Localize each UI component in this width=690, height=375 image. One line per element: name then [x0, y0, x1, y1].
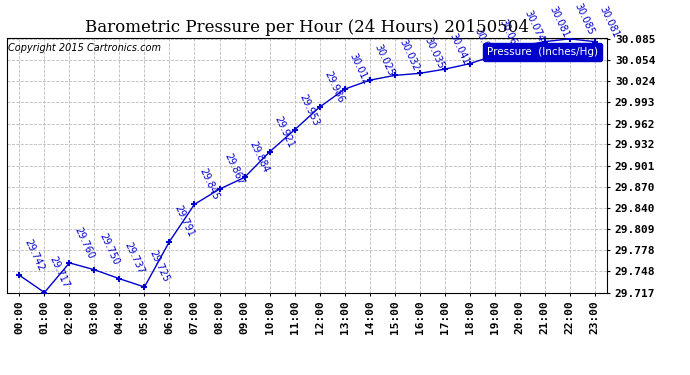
Text: 29.717: 29.717	[47, 255, 70, 290]
Pressure  (Inches/Hg)	[240, 175, 248, 180]
Text: 29.845: 29.845	[197, 166, 221, 201]
Pressure  (Inches/Hg)	[40, 290, 48, 295]
Pressure  (Inches/Hg)	[15, 273, 23, 278]
Text: 30.081: 30.081	[598, 4, 621, 39]
Pressure  (Inches/Hg)	[66, 261, 74, 265]
Pressure  (Inches/Hg)	[115, 276, 124, 281]
Text: 29.884: 29.884	[247, 140, 270, 175]
Pressure  (Inches/Hg)	[215, 187, 224, 191]
Text: 30.074: 30.074	[522, 9, 546, 44]
Text: 29.760: 29.760	[72, 225, 96, 260]
Pressure  (Inches/Hg)	[515, 44, 524, 49]
Text: 30.041: 30.041	[447, 32, 471, 66]
Pressure  (Inches/Hg)	[266, 150, 274, 154]
Pressure  (Inches/Hg)	[540, 39, 549, 44]
Text: Copyright 2015 Cartronics.com: Copyright 2015 Cartronics.com	[8, 43, 161, 52]
Text: 29.737: 29.737	[122, 241, 146, 276]
Text: 30.085: 30.085	[573, 1, 595, 36]
Text: 29.867: 29.867	[222, 152, 246, 186]
Pressure  (Inches/Hg)	[415, 71, 424, 76]
Text: 29.953: 29.953	[297, 92, 321, 127]
Text: 29.742: 29.742	[22, 237, 46, 273]
Text: 29.921: 29.921	[273, 114, 296, 149]
Text: 29.750: 29.750	[97, 232, 121, 267]
Text: 29.725: 29.725	[147, 249, 170, 284]
Pressure  (Inches/Hg)	[440, 67, 449, 72]
Title: Barometric Pressure per Hour (24 Hours) 20150504: Barometric Pressure per Hour (24 Hours) …	[85, 19, 529, 36]
Pressure  (Inches/Hg)	[90, 267, 99, 272]
Pressure  (Inches/Hg)	[591, 39, 599, 44]
Pressure  (Inches/Hg)	[315, 105, 324, 110]
Text: 30.049: 30.049	[473, 26, 495, 61]
Text: 30.035: 30.035	[422, 36, 446, 70]
Text: 30.081: 30.081	[547, 4, 571, 39]
Pressure  (Inches/Hg)	[140, 285, 148, 289]
Text: 29.986: 29.986	[322, 69, 346, 104]
Pressure  (Inches/Hg)	[566, 37, 574, 41]
Pressure  (Inches/Hg)	[391, 73, 399, 78]
Text: 30.012: 30.012	[347, 52, 371, 86]
Pressure  (Inches/Hg)	[466, 62, 474, 66]
Pressure  (Inches/Hg)	[340, 87, 348, 92]
Text: 30.061: 30.061	[497, 18, 521, 53]
Legend: Pressure  (Inches/Hg): Pressure (Inches/Hg)	[483, 43, 602, 61]
Text: 30.032: 30.032	[397, 38, 421, 73]
Text: 30.025: 30.025	[373, 42, 396, 78]
Pressure  (Inches/Hg)	[366, 78, 374, 82]
Pressure  (Inches/Hg)	[290, 128, 299, 132]
Text: 29.791: 29.791	[172, 204, 196, 239]
Pressure  (Inches/Hg)	[491, 53, 499, 58]
Line: Pressure  (Inches/Hg): Pressure (Inches/Hg)	[16, 35, 598, 296]
Pressure  (Inches/Hg)	[166, 239, 174, 244]
Pressure  (Inches/Hg)	[190, 202, 199, 207]
